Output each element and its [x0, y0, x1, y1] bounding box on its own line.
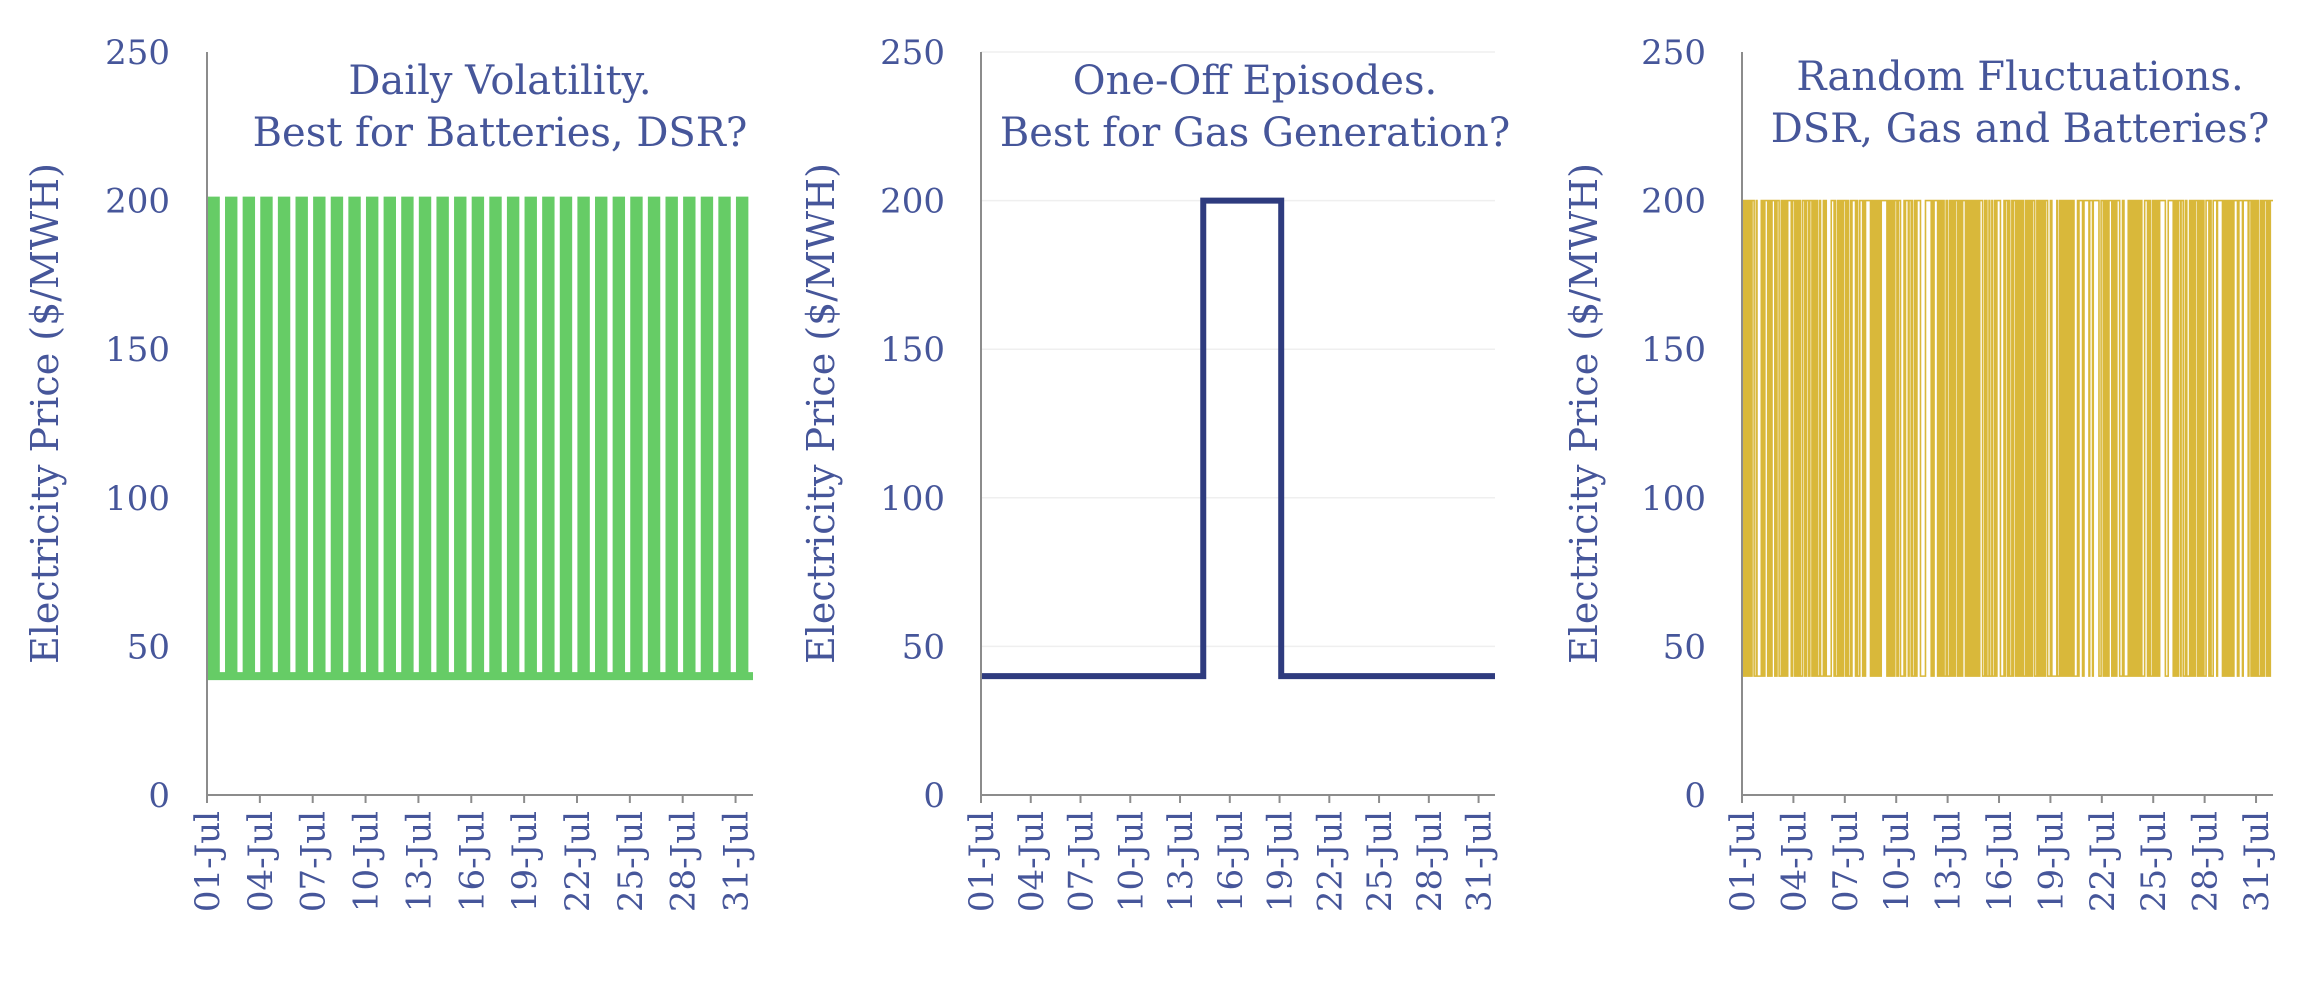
x-tick-label: 25-Jul [1360, 811, 1400, 912]
x-tick-label: 28-Jul [664, 811, 704, 912]
x-tick-label: 19-Jul [2031, 811, 2071, 912]
x-tick-label: 10-Jul [1877, 811, 1917, 912]
y-tick-label: 200 [1641, 182, 1706, 222]
chart-panel-1: 0 50 100 150 200 250 01-Jul 04-Jul 07-Jul 10-Jul 1… [23, 33, 757, 912]
x-tick-label: 01-Jul [962, 811, 1002, 912]
y-axis-title: Electricity Price ($/MWH) [1562, 163, 1606, 664]
x-tick-label: 10-Jul [1111, 811, 1151, 912]
x-tick-label: 16-Jul [1980, 811, 2020, 912]
y-tick-label: 0 [1684, 776, 1706, 816]
x-tick-label: 25-Jul [611, 811, 651, 912]
x-tick-label: 13-Jul [1929, 811, 1969, 912]
x-tick-label: 16-Jul [1211, 811, 1251, 912]
x-tick-label: 19-Jul [505, 811, 545, 912]
x-tick-label: 28-Jul [2186, 811, 2226, 912]
x-tick-label: 31-Jul [1460, 811, 1500, 912]
y-tick-label: 50 [127, 627, 170, 667]
x-tick-label: 22-Jul [1310, 811, 1350, 912]
x-tick-label: 16-Jul [452, 811, 492, 912]
x-tick-label: 07-Jul [1826, 811, 1866, 912]
chart-title-line: Daily Volatility. [348, 58, 651, 104]
y-tick-label: 150 [1641, 330, 1706, 370]
y-tick-label: 100 [105, 479, 170, 519]
chart-panel-3: 0 50 100 150 200 250 01-Jul 04-Jul 07-Jul 10-Jul 1… [1562, 33, 2277, 912]
series-line [207, 196, 753, 681]
y-axis-title: Electricity Price ($/MWH) [799, 163, 843, 664]
y-tick-label: 50 [1663, 627, 1706, 667]
chart-title-line: Random Fluctuations. [1796, 54, 2243, 100]
y-tick-label: 250 [880, 33, 945, 73]
chart-title-line: Best for Gas Generation? [1000, 110, 1510, 156]
chart-title-line: One-Off Episodes. [1073, 58, 1437, 104]
x-tick-label: 28-Jul [1410, 811, 1450, 912]
x-tick-label: 22-Jul [558, 811, 598, 912]
y-tick-label: 100 [1641, 479, 1706, 519]
x-tick-label: 07-Jul [1062, 811, 1102, 912]
x-tick-label: 10-Jul [347, 811, 387, 912]
x-tick-label: 25-Jul [2134, 811, 2174, 912]
y-tick-label: 50 [902, 627, 945, 667]
x-tick-label: 13-Jul [1161, 811, 1201, 912]
y-tick-label: 150 [880, 330, 945, 370]
y-tick-label: 200 [105, 182, 170, 222]
x-tick-label: 04-Jul [1012, 811, 1052, 912]
y-axis-title: Electricity Price ($/MWH) [23, 163, 67, 664]
y-tick-label: 0 [923, 776, 945, 816]
y-tick-label: 250 [105, 33, 170, 73]
y-tick-label: 150 [105, 330, 170, 370]
y-tick-label: 200 [880, 182, 945, 222]
y-tick-label: 100 [880, 479, 945, 519]
x-tick-label: 01-Jul [1723, 811, 1763, 912]
y-tick-label: 0 [148, 776, 170, 816]
x-tick-label: 31-Jul [2237, 811, 2277, 912]
x-tick-label: 04-Jul [241, 811, 281, 912]
x-tick-label: 01-Jul [188, 811, 228, 912]
chart-title-line: Best for Batteries, DSR? [253, 110, 748, 156]
x-tick-label: 13-Jul [399, 811, 439, 912]
chart-title-line: DSR, Gas and Batteries? [1771, 106, 2270, 152]
x-tick-label: 31-Jul [717, 811, 757, 912]
x-tick-label: 19-Jul [1261, 811, 1301, 912]
series-line [1741, 199, 2273, 677]
x-tick-label: 22-Jul [2083, 811, 2123, 912]
y-tick-label: 250 [1641, 33, 1706, 73]
series-line [981, 197, 1495, 680]
x-tick-label: 04-Jul [1774, 811, 1814, 912]
x-tick-label: 07-Jul [294, 811, 334, 912]
